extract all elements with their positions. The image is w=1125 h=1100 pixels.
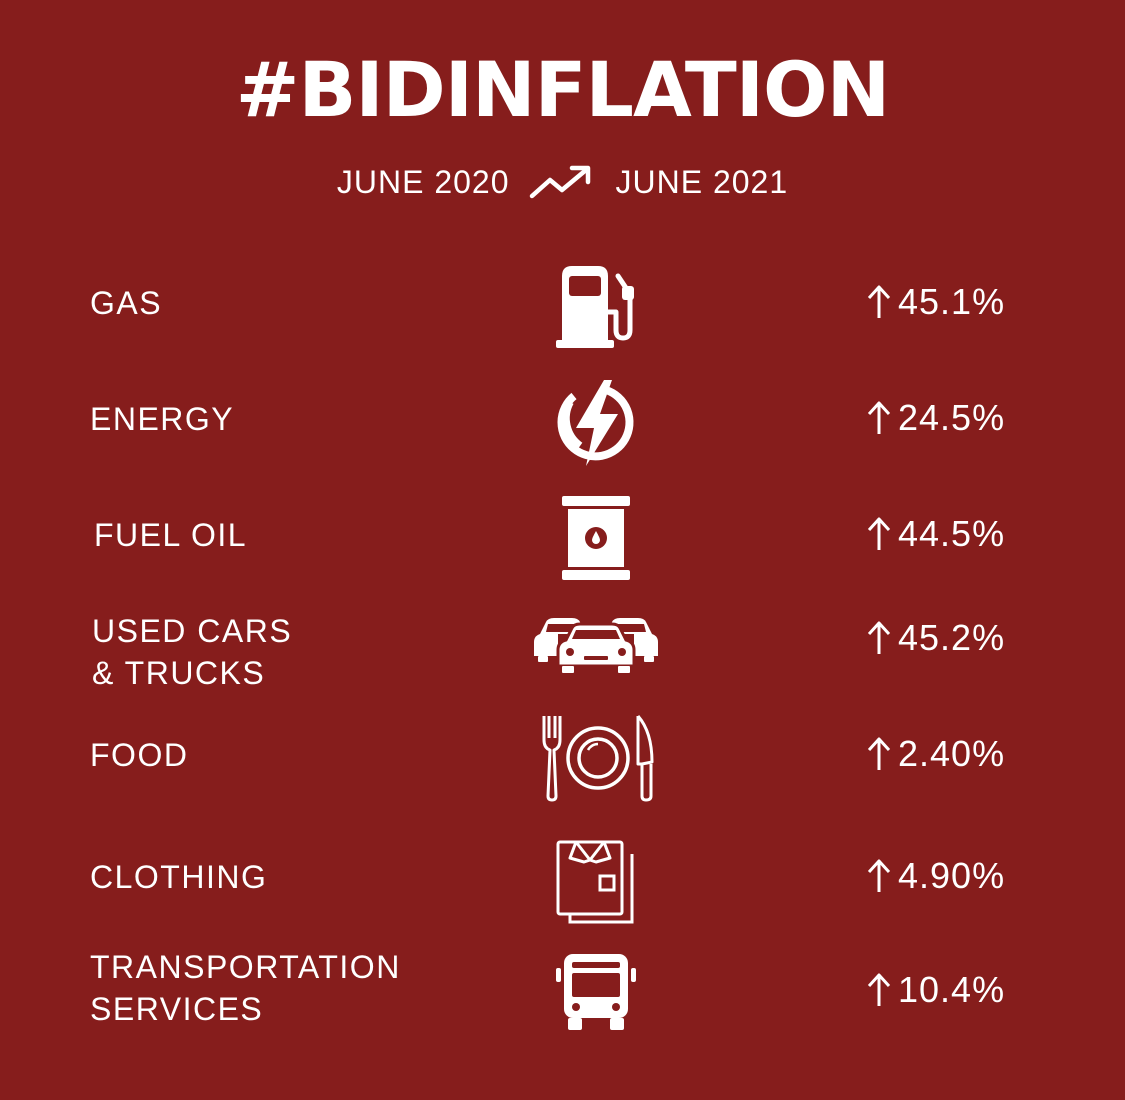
change-percent: 4.90% xyxy=(898,855,1006,896)
category-label: ENERGY xyxy=(90,398,234,440)
category-label: GAS xyxy=(90,282,162,324)
arrow-up-icon xyxy=(867,517,891,550)
category-label: FOOD xyxy=(90,734,188,776)
bus-icon xyxy=(556,954,636,1030)
arrow-up-icon xyxy=(867,285,891,318)
category-label-line: CLOTHING xyxy=(90,859,268,895)
change-value: 44.5% xyxy=(866,512,1005,556)
change-value: 45.1% xyxy=(866,280,1005,324)
category-label-line: USED CARS xyxy=(92,613,293,649)
plate-utensils-icon xyxy=(542,715,654,802)
change-value: 45.2% xyxy=(866,616,1005,660)
arrow-up-icon xyxy=(867,973,891,1006)
category-label: TRANSPORTATION SERVICES xyxy=(90,946,401,1030)
folded-shirt-icon xyxy=(556,840,634,924)
change-value: 2.40% xyxy=(866,732,1005,776)
category-label-line: FUEL OIL xyxy=(94,517,248,553)
category-label-line: TRANSPORTATION xyxy=(90,949,401,985)
arrow-up-icon xyxy=(867,859,891,892)
period-range: JUNE 2020 JUNE 2021 xyxy=(0,160,1125,204)
category-label-line: ENERGY xyxy=(90,401,235,437)
category-label-line: SERVICES xyxy=(90,991,264,1027)
category-label-line: & TRUCKS xyxy=(92,655,266,691)
category-label-line: GAS xyxy=(90,285,163,321)
arrow-up-icon xyxy=(867,401,891,434)
category-label: USED CARS & TRUCKS xyxy=(92,610,292,694)
change-value: 4.90% xyxy=(866,854,1005,898)
arrow-up-icon xyxy=(867,621,891,654)
cars-icon xyxy=(534,618,658,673)
period-end: JUNE 2021 xyxy=(615,163,789,200)
category-label: CLOTHING xyxy=(90,856,267,898)
category-label: FUEL OIL xyxy=(94,514,247,556)
trending-up-icon xyxy=(529,165,590,199)
category-label-line: FOOD xyxy=(90,737,189,773)
change-percent: 45.2% xyxy=(898,617,1006,658)
change-percent: 2.40% xyxy=(898,733,1006,774)
lightning-bolt-icon xyxy=(557,380,634,466)
change-value: 24.5% xyxy=(866,396,1005,440)
change-percent: 10.4% xyxy=(898,969,1006,1010)
page-title: #BIDINFLATION xyxy=(235,45,890,134)
change-percent: 45.1% xyxy=(898,281,1006,322)
change-value: 10.4% xyxy=(866,968,1005,1012)
arrow-up-icon xyxy=(867,737,891,770)
fuel-pump-icon xyxy=(556,266,634,348)
period-start: JUNE 2020 xyxy=(336,163,510,200)
change-percent: 24.5% xyxy=(898,397,1006,438)
change-percent: 44.5% xyxy=(898,513,1006,554)
oil-barrel-icon xyxy=(562,496,630,580)
